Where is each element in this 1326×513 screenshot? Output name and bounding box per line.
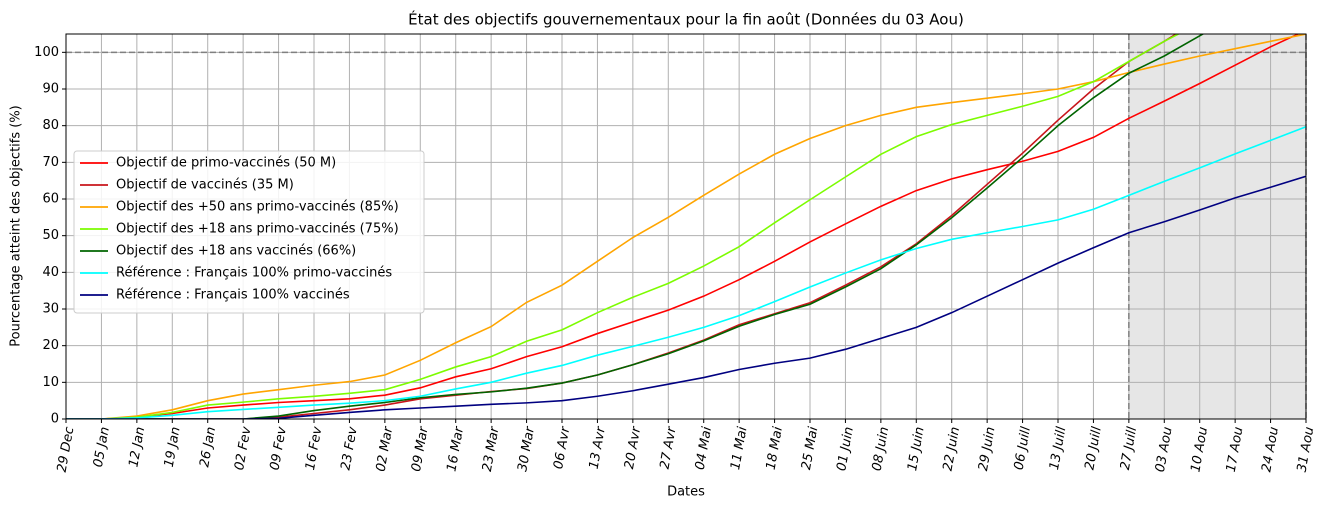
x-tick-label: 16 Fev <box>303 425 325 471</box>
x-tick-label: 18 Mai <box>764 425 786 471</box>
x-tick-label: 02 Fev <box>232 425 254 471</box>
x-tick-label: 22 Juin <box>941 426 964 473</box>
y-tick-label: 60 <box>42 192 59 207</box>
x-tick-label: 29 Juin <box>976 426 999 473</box>
x-tick-label: 12 Jan <box>126 426 148 469</box>
y-tick-label: 50 <box>42 228 59 243</box>
x-tick-label: 19 Jan <box>162 426 184 469</box>
y-tick-label: 30 <box>42 302 59 317</box>
x-tick-label: 26 Jan <box>197 426 219 469</box>
x-tick-label: 17 Aou <box>1224 426 1247 474</box>
legend-box <box>73 150 425 314</box>
y-tick-label: 0 <box>51 412 59 427</box>
x-tick-label: 09 Fev <box>268 425 290 471</box>
x-tick-label: 31 Aou <box>1295 426 1318 474</box>
x-tick-label: 27 Juill <box>1118 425 1140 471</box>
x-tick-label: 13 Avr <box>587 424 609 470</box>
data-line <box>66 126 1306 419</box>
x-tick-label: 09 Mar <box>409 424 432 473</box>
x-tick-label: 11 Mai <box>728 425 750 471</box>
x-tick-label: 02 Mar <box>374 424 397 473</box>
y-tick-label: 40 <box>42 265 59 280</box>
x-tick-label: 08 Juin <box>870 426 893 473</box>
y-tick-label: 100 <box>34 45 59 60</box>
x-tick-label: 16 Mar <box>444 424 467 473</box>
x-tick-label: 20 Avr <box>622 424 644 470</box>
x-tick-label: 23 Fev <box>338 425 360 471</box>
legend-label: Objectif des +18 ans vaccinés (66%) <box>116 244 356 259</box>
projection-area <box>1128 34 1306 419</box>
data-line <box>66 34 1205 419</box>
x-tick-label: 20 Juill <box>1082 425 1104 471</box>
x-tick-label: 25 Mai <box>799 425 821 471</box>
y-axis-label: Pourcentage atteint des objectifs (%) <box>9 105 24 347</box>
plot-frame <box>65 33 1307 420</box>
x-tick-label: 15 Juin <box>905 426 928 473</box>
legend-label: Référence : Français 100% primo-vaccinés <box>116 266 392 281</box>
data-line <box>66 34 1301 419</box>
x-tick-label: 03 Aou <box>1153 426 1176 474</box>
data-line <box>66 34 1181 419</box>
chart-title: État des objectifs gouvernementaux pour … <box>408 10 964 29</box>
data-line <box>66 175 1306 419</box>
x-tick-label: 04 Mai <box>693 425 715 471</box>
x-tick-label: 30 Mar <box>515 424 538 473</box>
x-tick-label: 29 Dec <box>55 426 78 474</box>
x-tick-label: 13 Juill <box>1047 425 1069 471</box>
x-tick-label: 23 Mar <box>480 424 503 473</box>
x-tick-label: 24 Aou <box>1259 426 1282 474</box>
legend-label: Référence : Français 100% vaccinés <box>116 288 350 303</box>
legend-label: Objectif de vaccinés (35 M) <box>116 178 294 193</box>
y-tick-label: 90 <box>42 82 59 97</box>
y-tick-label: 10 <box>42 375 59 390</box>
plot-lines <box>66 34 1306 419</box>
data-line <box>66 34 1306 419</box>
x-axis-label: Dates <box>667 485 705 500</box>
legend-label: Objectif des +18 ans primo-vaccinés (75%… <box>116 222 399 237</box>
legend-label: Objectif de primo-vaccinés (50 M) <box>116 156 336 171</box>
x-tick-label: 01 Juin <box>834 426 857 473</box>
y-tick-label: 70 <box>42 155 59 170</box>
x-tick-label: 05 Jan <box>91 426 113 469</box>
x-tick-label: 06 Avr <box>551 424 573 470</box>
y-tick-label: 20 <box>42 338 59 353</box>
legend-label: Objectif des +50 ans primo-vaccinés (85%… <box>116 200 399 215</box>
y-tick-label: 80 <box>42 118 59 133</box>
x-tick-label: 27 Avr <box>658 424 680 470</box>
x-tick-label: 06 Juill <box>1012 425 1034 471</box>
x-tick-label: 10 Aou <box>1188 426 1211 474</box>
